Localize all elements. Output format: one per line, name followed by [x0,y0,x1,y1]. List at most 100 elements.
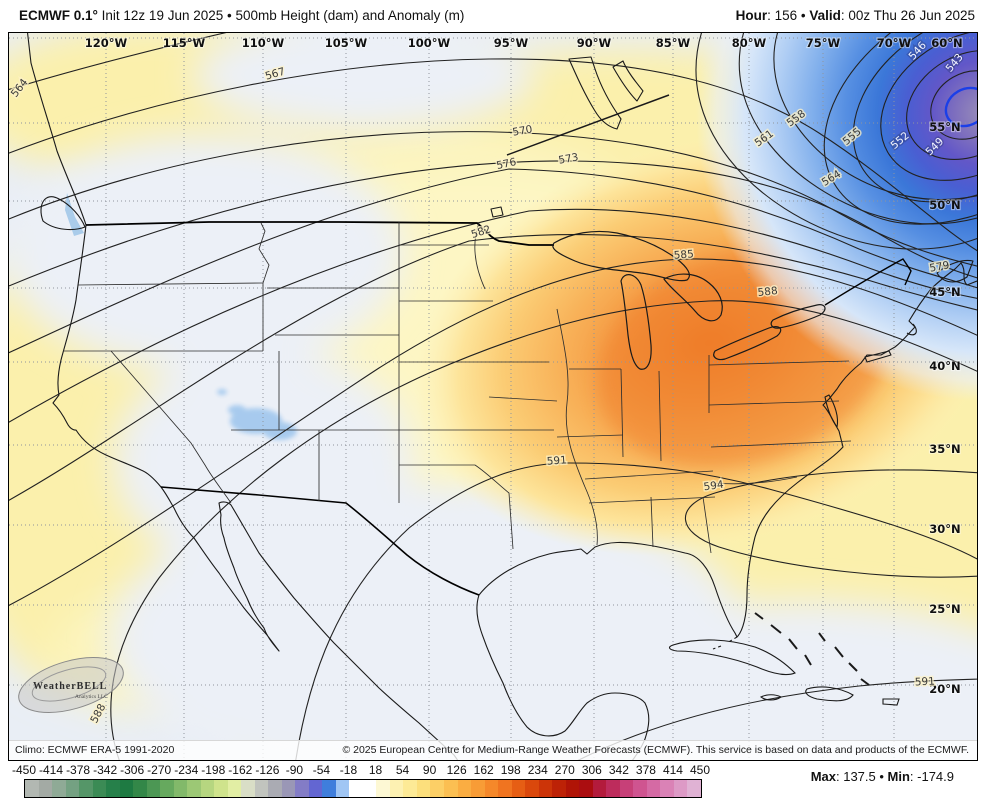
legend-tick: -18 [339,763,358,777]
legend-tick: 90 [422,763,437,777]
legend-tick: 54 [395,763,410,777]
grid-label: 35°N [929,442,960,456]
legend-color-cell [295,780,309,797]
grid-label: 85°W [656,36,691,50]
legend-tick: -450 [11,763,37,777]
legend-color-cell [200,780,215,797]
legend-color-cell [52,780,66,797]
climo-note: Climo: ECMWF ERA-5 1991-2020 [15,744,175,756]
valid-value: : 00z Thu 26 Jun 2025 [840,8,975,23]
grid-label: 90°W [577,36,612,50]
legend-color-cell [471,780,485,797]
model-name: ECMWF 0.1° [19,8,98,23]
hour-value: : 156 • [767,8,810,23]
legend-color-cell [349,780,363,797]
grid-label: 70°W [877,36,912,50]
legend-tick: 162 [473,763,494,777]
legend-tick: -162 [228,763,253,777]
legend-tick: -234 [174,763,199,777]
legend-color-cell [65,780,80,797]
legend-color-cell [498,780,512,797]
copyright-note: © 2025 European Centre for Medium-Range … [342,744,969,756]
legend-color-cell [687,780,701,797]
legend-color-cell [376,780,390,797]
map-canvas: WeatherBELL Analytics LLC 120°W 115°W 110°… [8,32,978,761]
legend-color-cell [457,780,472,797]
grid-label: 120°W [85,36,128,50]
legend-tick: 198 [500,763,521,777]
legend-tick: -198 [201,763,226,777]
legend-color-cell [146,780,161,797]
grid-label: 100°W [408,36,451,50]
legend-color-cell [25,780,39,797]
legend-color-cell [389,780,404,797]
legend-color-cell [119,780,134,797]
contour-label: 573 [558,151,580,166]
legend-tick: 270 [554,763,575,777]
legend-color-cell [362,780,377,797]
grid-label: 115°W [163,36,206,50]
legend-color-cell [660,780,674,797]
contour-label: 591 [915,675,936,688]
legend-colorbar [24,779,702,798]
min-value: : -174.9 [909,769,954,784]
valid-label: Valid [809,8,841,23]
legend-color-cell [565,780,580,797]
legend-color-cell [106,780,120,797]
legend-color-cell [322,780,336,797]
legend-tick: 306 [581,763,602,777]
legend-color-cell [673,780,688,797]
legend-tick: 378 [635,763,656,777]
grid-label: 55°N [929,120,960,134]
grid-label: 20°N [929,682,960,696]
max-value: : 137.5 • [835,769,888,784]
svg-text:WeatherBELL: WeatherBELL [33,681,107,692]
grid-label: 40°N [929,359,960,373]
legend-color-cell [552,780,566,797]
legend-tick: 342 [608,763,629,777]
legend-color-cell [403,780,417,797]
legend: -450 -414 -378 -342 -306 -270 -234 -198 -162 -126… [0,761,984,808]
legend-color-cell [241,780,255,797]
grid-label: 30°N [929,522,960,536]
anomaly-blue-patch-southwest [217,389,297,440]
contour-label: 576 [495,156,517,172]
grid-label: 50°N [929,198,960,212]
contour-label: 579 [929,259,951,274]
legend-tick: -90 [285,763,304,777]
contour-label: 570 [512,123,534,138]
legend-color-cell [606,780,620,797]
legend-color-cell [160,780,174,797]
caribbean-islands [668,612,900,706]
legend-color-cell [646,780,661,797]
legend-tick: 126 [446,763,467,777]
bold-540-contour [944,86,977,128]
legend-tick: 234 [527,763,548,777]
legend-color-cell [633,780,647,797]
legend-tick-labels: -450 -414 -378 -342 -306 -270 -234 -198 -162 -126… [0,763,760,777]
legend-color-cell [38,780,53,797]
legend-tick: -126 [255,763,280,777]
contour-label: 594 [703,479,725,494]
contour-label: 591 [546,454,567,467]
contour-label: 585 [673,248,694,261]
grid-label: 25°N [929,602,960,616]
min-label: Min [887,769,910,784]
grid-label: 80°W [732,36,767,50]
field-extremes: Max: 137.5 • Min: -174.9 [811,769,954,784]
map-title: ECMWF 0.1° Init 12z 19 Jun 2025 • 500mb … [19,8,464,23]
legend-color-cell [79,780,93,797]
legend-color-cell [443,780,458,797]
legend-color-cell [484,780,499,797]
legend-tick: -270 [147,763,172,777]
puget-sound-water [65,193,84,236]
coastlines [27,33,977,760]
legend-color-cell [173,780,188,797]
legend-color-cell [619,780,634,797]
legend-color-cell [254,780,269,797]
legend-tick: -342 [93,763,118,777]
legend-color-cell [579,780,593,797]
legend-color-cell [416,780,431,797]
graticule-labels: 120°W 115°W 110°W 105°W 100°W 95°W 90°W 85°W 80°… [84,35,964,697]
